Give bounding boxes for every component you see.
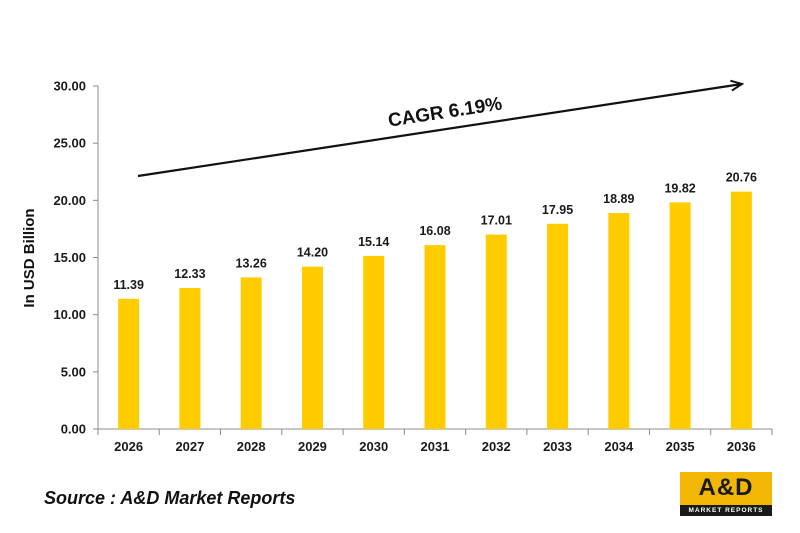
bar: [547, 223, 569, 429]
bars: [118, 191, 752, 429]
y-axis: 0.00 5.00 10.00 15.00 20.00 25.00 30.00: [53, 79, 99, 437]
bar-value-label: 16.08: [419, 224, 450, 238]
x-tick-label: 2026: [114, 439, 143, 454]
bar: [179, 288, 201, 429]
bar-value-label: 15.14: [358, 235, 389, 249]
ad-logo: A&D MARKET REPORTS: [680, 472, 772, 516]
bar: [301, 266, 323, 429]
bar: [485, 234, 507, 429]
x-axis: 2026 2027 2028 2029 2030 2031 2032 2033 2034 2035…: [97, 428, 773, 454]
bar: [424, 245, 446, 429]
x-tick-label: 2034: [604, 439, 634, 454]
bar-value-label: 20.76: [726, 171, 757, 185]
x-tick-label: 2031: [421, 439, 450, 454]
bar-value-label: 19.82: [664, 181, 695, 195]
y-axis-title: In USD Billion: [21, 208, 38, 307]
data-labels: 11.39 12.33 13.26 14.20 15.14 16.08 17.01 17.95…: [113, 171, 757, 292]
y-tick-label: 5.00: [61, 364, 86, 379]
source-caption: Source : A&D Market Reports: [44, 488, 296, 508]
x-tick-label: 2027: [175, 439, 204, 454]
x-tick-label: 2035: [666, 439, 695, 454]
bar-value-label: 17.01: [481, 214, 512, 228]
logo-subtitle: MARKET REPORTS: [688, 507, 764, 514]
x-tick-label: 2032: [482, 439, 511, 454]
x-tick-label: 2030: [359, 439, 388, 454]
logo-wordmark: A&D: [698, 474, 754, 501]
y-tick-label: 15.00: [53, 250, 86, 265]
y-tick-label: 30.00: [53, 79, 86, 94]
bar-value-label: 14.20: [297, 246, 328, 260]
x-tick-label: 2033: [543, 439, 572, 454]
y-tick-label: 10.00: [53, 307, 86, 322]
bar-value-label: 17.95: [542, 203, 573, 217]
bar: [608, 213, 630, 429]
bar: [363, 255, 385, 429]
bar: [669, 202, 691, 429]
y-tick-label: 20.00: [53, 193, 86, 208]
bar: [118, 298, 140, 429]
bar-value-label: 12.33: [174, 267, 205, 281]
x-tick-label: 2036: [727, 439, 756, 454]
bar: [730, 191, 752, 429]
bar-value-label: 13.26: [236, 256, 267, 270]
cagr-trend-arrow: [137, 84, 742, 178]
y-tick-label: 0.00: [61, 422, 86, 437]
x-tick-label: 2028: [237, 439, 266, 454]
x-tick-label: 2029: [298, 439, 327, 454]
bar-value-label: 11.39: [113, 278, 144, 292]
bar: [240, 277, 262, 429]
logo-sub-bar: MARKET REPORTS: [680, 505, 772, 516]
cagr-annotation: CAGR 6.19%: [387, 93, 504, 131]
bar-value-label: 18.89: [603, 192, 634, 206]
y-tick-label: 25.00: [53, 136, 86, 151]
